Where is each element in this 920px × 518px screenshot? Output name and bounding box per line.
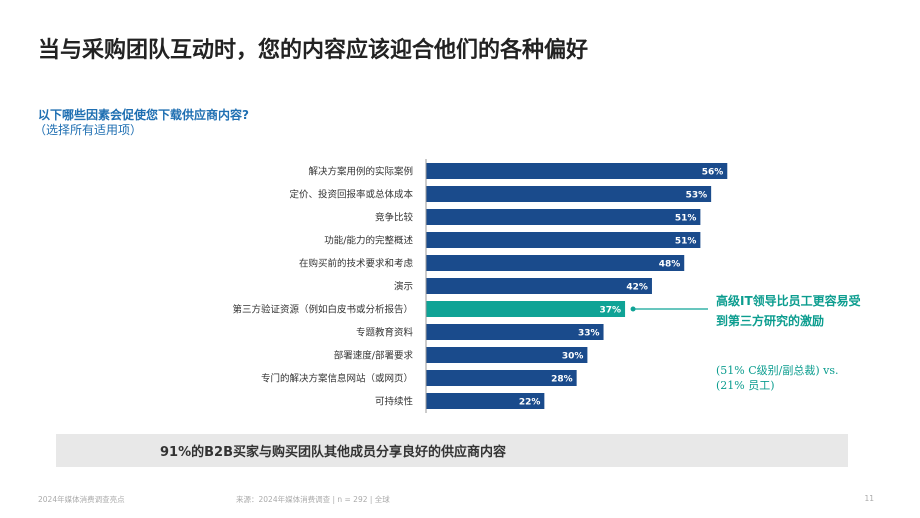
summary-banner: 91%的B2B买家与购买团队其他成员分享良好的供应商内容: [56, 434, 848, 467]
value-label: 51%: [675, 237, 697, 247]
value-label: 56%: [702, 168, 724, 178]
category-label: 竞争比较: [375, 212, 414, 224]
category-label: 可持续性: [375, 396, 414, 408]
bar: [426, 370, 577, 386]
value-label: 53%: [686, 191, 708, 201]
bar: [426, 347, 588, 363]
page-number: 11: [864, 494, 874, 503]
category-label: 功能/能力的完整概述: [324, 235, 413, 247]
summary-banner-text: 91%的B2B买家与购买团队其他成员分享良好的供应商内容: [160, 445, 506, 460]
value-label: 22%: [519, 398, 541, 408]
category-label: 演示: [394, 281, 413, 293]
bar: [426, 163, 728, 179]
callout-headline: 高级IT领导比员工更容易受到第三方研究的激励: [716, 294, 861, 328]
category-label: 部署速度/部署要求: [334, 350, 414, 362]
value-label: 33%: [578, 329, 600, 339]
value-label: 37%: [600, 306, 622, 316]
value-label: 48%: [659, 260, 681, 270]
question-note: （选择所有适用项）: [34, 123, 143, 137]
bar-highlight: [426, 301, 626, 317]
bar: [426, 324, 604, 340]
page-title: 当与采购团队互动时，您的内容应该迎合他们的各种偏好: [38, 38, 589, 63]
bar: [426, 186, 712, 202]
bar: [426, 209, 701, 225]
category-label: 专门的解决方案信息网站（或网页）: [261, 373, 413, 385]
value-label: 42%: [626, 283, 648, 293]
bar: [426, 232, 701, 248]
bar: [426, 278, 652, 294]
category-label: 解决方案用例的实际案例: [308, 166, 413, 178]
category-label: 专题教育资料: [356, 327, 414, 339]
value-label: 28%: [551, 375, 573, 385]
footer-source: 来源：2024年媒体消费调查 | n = 292 | 全球: [236, 495, 390, 504]
category-label: 第三方验证资源（例如白皮书或分析报告）: [232, 304, 413, 316]
callout-detail: (51% C级别/副总裁) vs. (21% 员工): [716, 364, 839, 392]
bar: [426, 393, 545, 409]
value-label: 30%: [562, 352, 584, 362]
category-label: 在购买前的技术要求和考虑: [299, 258, 414, 270]
callout-leader-dot: [630, 306, 636, 312]
survey-question: 以下哪些因素会促使您下载供应商内容?: [38, 108, 249, 122]
value-label: 51%: [675, 214, 697, 224]
bar: [426, 255, 685, 271]
category-label: 定价、投资回报率或总体成本: [289, 189, 413, 201]
footer-report-name: 2024年媒体消费调查亮点: [38, 495, 125, 504]
